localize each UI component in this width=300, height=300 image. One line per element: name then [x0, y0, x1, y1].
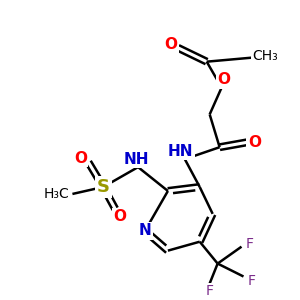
Text: O: O — [114, 209, 127, 224]
Text: HN: HN — [168, 144, 194, 159]
Text: F: F — [206, 284, 214, 298]
Text: NH: NH — [123, 152, 149, 166]
Text: H₃C: H₃C — [44, 187, 69, 201]
Text: S: S — [97, 178, 110, 196]
Text: O: O — [248, 135, 261, 150]
Text: F: F — [248, 274, 256, 289]
Text: F: F — [245, 237, 253, 251]
Text: O: O — [164, 37, 177, 52]
Text: N: N — [139, 223, 152, 238]
Text: O: O — [217, 72, 230, 87]
Text: O: O — [74, 151, 87, 166]
Text: CH₃: CH₃ — [253, 49, 278, 63]
